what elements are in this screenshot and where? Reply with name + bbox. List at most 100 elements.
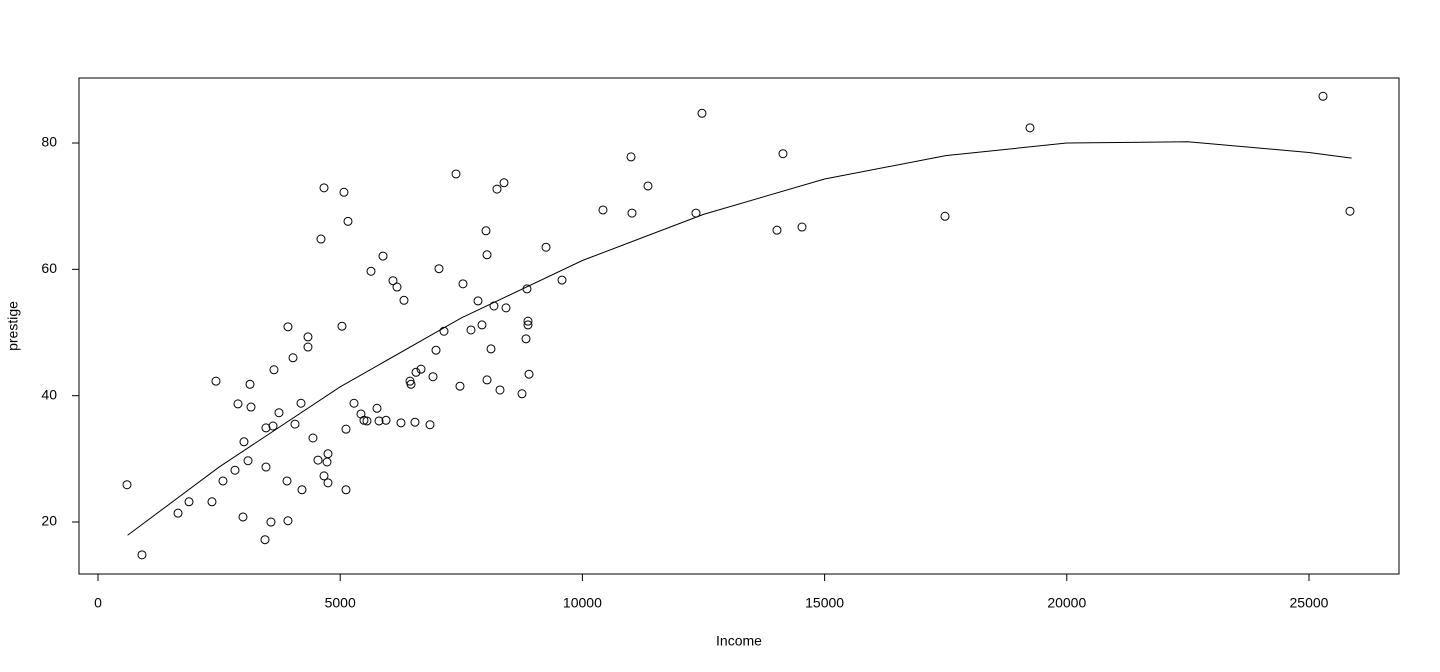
point [482,375,492,385]
point [499,178,509,188]
point [359,415,369,425]
point [521,334,531,344]
point [243,456,253,466]
point [211,376,221,386]
point [260,535,270,545]
point [425,420,435,430]
point [341,485,351,495]
point [428,372,438,382]
point [451,169,461,179]
point [466,325,476,335]
point [940,211,950,221]
point [1318,91,1328,101]
x-tick-label: 15000 [805,595,844,611]
point [173,508,183,518]
point [399,295,409,305]
point [297,485,307,495]
point [374,416,384,426]
point [489,301,499,311]
point [316,234,326,244]
y-axis-label: prestige [5,301,21,351]
x-tick-label: 0 [94,595,102,611]
point [290,419,300,429]
point [481,226,491,236]
point [392,282,402,292]
point [523,316,533,326]
point [366,266,376,276]
x-tick-label: 5000 [325,595,356,611]
point [697,108,707,118]
point [322,457,332,467]
y-tick-label: 60 [41,260,57,276]
point [261,423,271,433]
point [439,326,449,336]
point [337,321,347,331]
x-axis-label: Income [716,633,762,649]
point [381,415,391,425]
point [230,465,240,475]
point [296,398,306,408]
point [246,402,256,412]
y-tick-label: 80 [41,134,57,150]
point [482,250,492,260]
point [238,512,248,522]
point [239,437,249,447]
point [772,225,782,235]
point [283,322,293,332]
point [122,480,132,490]
point [313,455,323,465]
point [388,276,398,286]
plot-frame [78,77,1400,575]
point [319,183,329,193]
point [274,408,284,418]
point [268,421,278,431]
point [406,379,416,389]
point [523,320,533,330]
point [627,208,637,218]
point [362,416,372,426]
point [184,497,194,507]
point [598,205,608,215]
point [492,184,502,194]
point [643,181,653,191]
point [323,449,333,459]
point [486,344,496,354]
point [308,433,318,443]
point [411,367,421,377]
point [557,275,567,285]
point [319,471,329,481]
x-tick-label: 25000 [1290,595,1329,611]
point [541,242,551,252]
point [323,478,333,488]
point [245,379,255,389]
point [396,418,406,428]
point [410,417,420,427]
point [372,403,382,413]
point [626,152,636,162]
y-tick-label: 40 [41,386,57,402]
point [207,497,217,507]
point [283,516,293,526]
point [517,389,527,399]
point [797,222,807,232]
point [1345,206,1355,216]
y-tick-label: 20 [41,513,57,529]
point [522,284,532,294]
fit-line [127,141,1352,536]
point [455,381,465,391]
point [266,517,276,527]
point [343,216,353,226]
point [303,342,313,352]
point [233,399,243,409]
x-tick-label: 10000 [563,595,602,611]
point [218,476,228,486]
point [416,364,426,374]
point [473,296,483,306]
point [501,303,511,313]
point [269,365,279,375]
point [495,385,505,395]
point [261,462,271,472]
point [434,264,444,274]
point [378,251,388,261]
